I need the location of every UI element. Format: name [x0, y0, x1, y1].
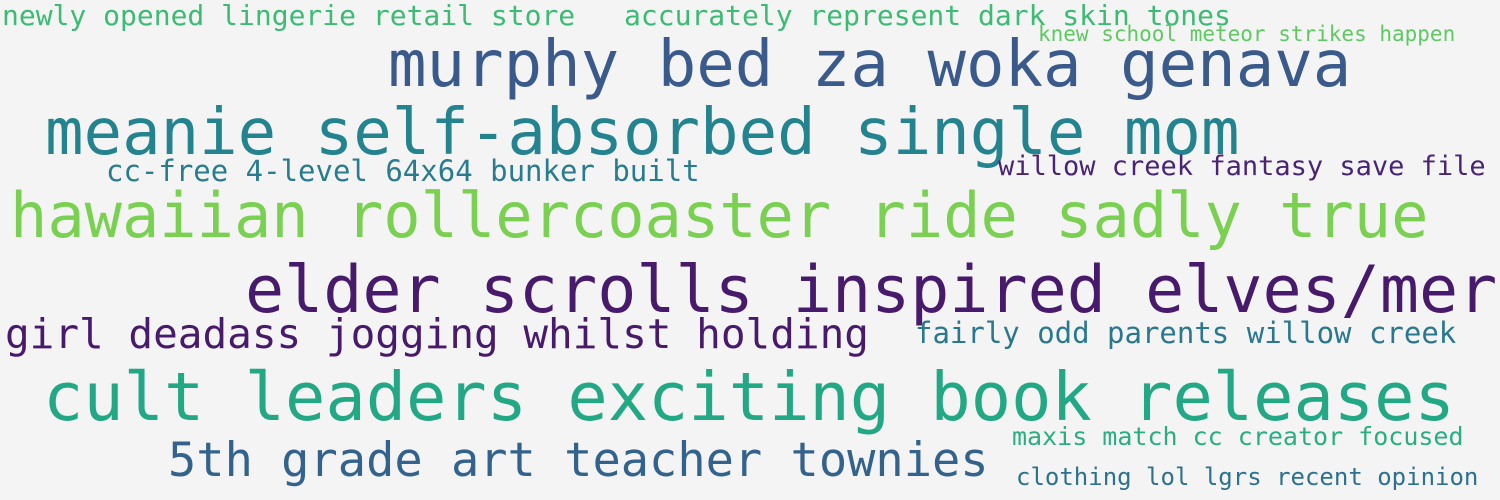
phrase-elder-scrolls: elder scrolls inspired elves/mer — [245, 253, 1498, 328]
phrase-murphy-bed: murphy bed za woka genava — [388, 28, 1352, 102]
phrase-5th-grade-art-teacher: 5th grade art teacher townies — [168, 433, 989, 488]
phrase-fairly-odd-parents: fairly odd parents willow creek — [915, 316, 1457, 350]
phrase-cc-free-bunker: cc-free 4-level 64x64 bunker built — [106, 154, 700, 188]
phrase-meanie-single-mom: meanie self-absorbed single mom — [45, 96, 1240, 170]
phrase-maxis-match-cc: maxis match cc creator focused — [1012, 422, 1464, 451]
phrase-accurately-represent: accurately represent dark skin tones — [624, 0, 1231, 32]
phrase-clothing-lol-lgrs: clothing lol lgrs recent opinion — [1016, 463, 1479, 491]
phrase-cult-leaders: cult leaders exciting book releases — [43, 358, 1455, 436]
phrase-knew-school-meteor: knew school meteor strikes happen — [1038, 22, 1456, 46]
phrase-girl-deadass-jogging: girl deadass jogging whilst holding — [5, 310, 869, 358]
phrase-willow-creek-save-file: willow creek fantasy save file — [998, 151, 1486, 182]
phrase-newly-opened-lingerie: newly opened lingerie retail store — [2, 0, 576, 32]
phrase-hawaiian-rollercoaster: hawaiian rollercoaster ride sadly true — [10, 179, 1429, 252]
